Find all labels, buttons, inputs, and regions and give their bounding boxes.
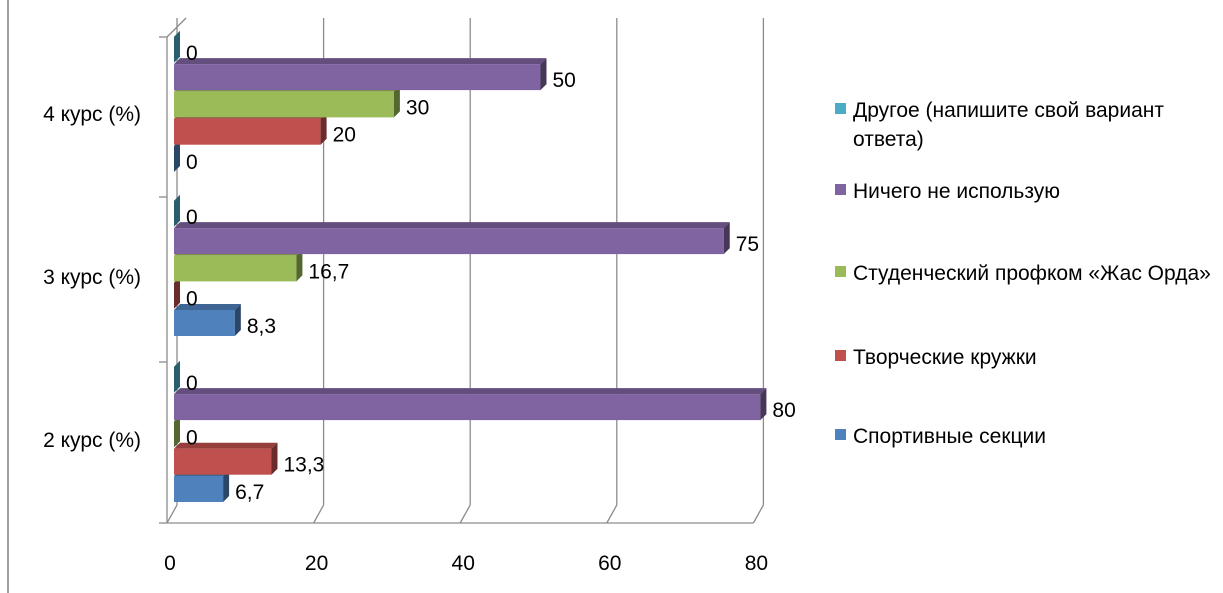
- bar: [174, 64, 541, 91]
- bar: [174, 448, 272, 475]
- bar-side: [723, 222, 730, 255]
- bar: [174, 91, 394, 118]
- bar-side: [174, 360, 180, 393]
- bar: [174, 476, 224, 502]
- legend-item: Спортивные секции: [835, 422, 1213, 451]
- legend-swatch: [835, 266, 846, 277]
- legend-item: Другое (напишите свой вариант ответа): [835, 96, 1213, 154]
- legend-swatch: [835, 429, 846, 440]
- legend-item: Творческие кружки: [835, 343, 1213, 372]
- bar-side: [174, 30, 180, 63]
- floor-diagonal: [459, 504, 471, 524]
- data-label: 80: [772, 399, 795, 422]
- bar: [174, 394, 761, 421]
- floor-diagonal: [606, 504, 618, 524]
- data-label: 0: [186, 372, 198, 395]
- data-label: 0: [186, 288, 198, 311]
- category-label: 4 курс (%): [43, 103, 141, 126]
- x-tick-label: 60: [598, 552, 621, 575]
- legend-label: Спортивные секции: [853, 425, 1046, 448]
- floor-diagonal: [166, 504, 178, 524]
- floor-diagonal: [752, 504, 764, 524]
- bar-side: [393, 85, 400, 118]
- legend-label: Творческие кружки: [853, 346, 1037, 369]
- wall-top-diagonal: [166, 17, 187, 38]
- data-label: 50: [553, 69, 576, 92]
- legend-swatch: [835, 103, 846, 114]
- legend-label: Студенческий профком «Жас Орда»: [853, 262, 1211, 285]
- x-tick-label: 20: [305, 552, 328, 575]
- bar-side: [174, 276, 180, 309]
- legend-label: Другое (напишите свой вариант ответа): [853, 99, 1164, 151]
- x-tick-label: 80: [745, 552, 768, 575]
- legend-item: Ничего не использую: [835, 177, 1213, 206]
- bar-side: [296, 249, 303, 282]
- bar-side: [174, 415, 180, 448]
- floor-diagonal: [313, 504, 325, 524]
- data-label: 0: [186, 42, 198, 65]
- bar: [174, 310, 235, 336]
- data-label: 6,7: [235, 481, 264, 504]
- data-label: 75: [736, 233, 759, 256]
- bar-top: [174, 304, 241, 310]
- bar-side: [320, 112, 327, 145]
- data-label: 0: [186, 151, 198, 174]
- legend-item: Студенческий профком «Жас Орда»: [835, 259, 1213, 288]
- bar-top: [174, 388, 767, 395]
- data-label: 8,3: [247, 315, 276, 338]
- x-tick-label: 0: [164, 552, 176, 575]
- legend-swatch: [835, 184, 846, 195]
- bar-top: [174, 222, 730, 229]
- bar-side: [271, 442, 278, 475]
- bar-side: [174, 194, 180, 227]
- bar-side: [234, 304, 241, 336]
- bar: [174, 228, 724, 255]
- data-label: 13,3: [283, 454, 324, 477]
- bar-side: [760, 388, 767, 421]
- legend-swatch: [835, 350, 846, 361]
- data-label: 0: [186, 426, 198, 449]
- category-label: 3 курс (%): [43, 266, 141, 289]
- bar-top: [174, 442, 278, 449]
- x-tick-label: 40: [452, 552, 475, 575]
- data-label: 0: [186, 206, 198, 229]
- data-label: 16,7: [308, 260, 349, 283]
- bar-side: [540, 58, 547, 91]
- bar-top: [174, 58, 547, 65]
- bar-side: [174, 140, 180, 172]
- data-label: 30: [406, 96, 429, 119]
- bar-side: [223, 470, 230, 502]
- category-label: 2 курс (%): [43, 429, 141, 452]
- legend-label: Ничего не использую: [853, 180, 1060, 203]
- data-label: 20: [333, 124, 356, 147]
- bar: [174, 118, 321, 145]
- bar: [174, 255, 297, 282]
